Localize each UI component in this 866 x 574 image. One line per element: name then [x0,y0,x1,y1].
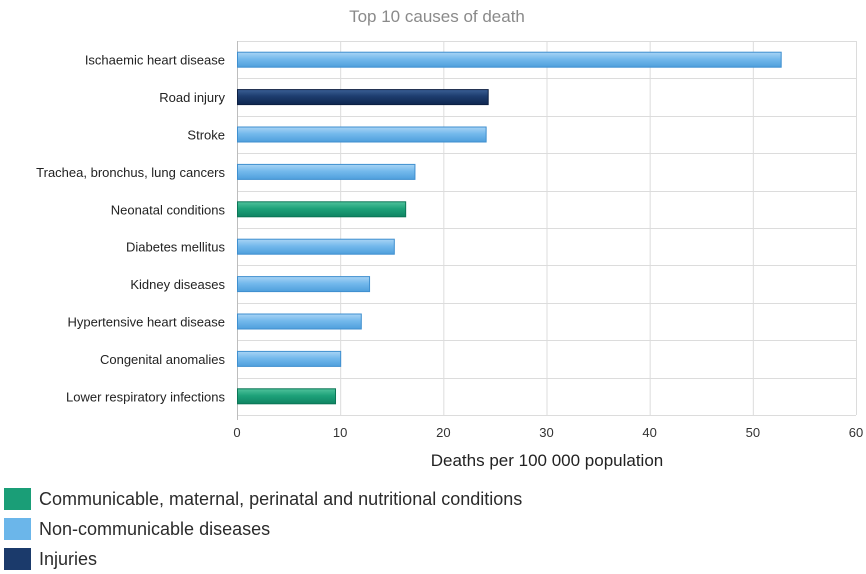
category-label-road-injury: Road injury [159,90,225,105]
legend-label-non-communicable: Non-communicable diseases [39,518,271,539]
category-label-ischaemic-heart-disease: Ischaemic heart disease [85,53,225,68]
legend-swatch-communicable [4,488,31,510]
legend-item-communicable: Communicable, maternal, perinatal and nu… [4,484,704,514]
category-labels: Ischaemic heart disease Road injury Stroke… [36,53,225,405]
bar-lower-respiratory-infections [237,388,337,405]
legend-swatch-injuries [4,548,31,570]
x-tick-label-60: 60 [849,425,863,440]
bar-diabetes-mellitus [237,238,395,255]
x-tick-labels: 0 10 20 30 40 50 60 [233,425,863,440]
bar-kidney-diseases [237,276,371,293]
legend-label-injuries: Injuries [39,548,98,569]
bar-ischaemic-heart-disease [237,51,782,68]
bars [237,51,782,405]
x-tick-label-20: 20 [436,425,450,440]
bar-stroke [237,126,487,143]
category-label-kidney-diseases: Kidney diseases [130,277,225,292]
chart-title: Top 10 causes of death [349,7,525,26]
category-label-diabetes-mellitus: Diabetes mellitus [126,240,225,255]
x-axis-label: Deaths per 100 000 population [431,451,664,470]
bar-hypertensive-heart-disease [237,313,362,330]
bar-congenital-anomalies [237,350,342,367]
category-label-hypertensive-heart-disease: Hypertensive heart disease [67,315,225,330]
x-tick-label-0: 0 [233,425,240,440]
x-tick-label-50: 50 [746,425,760,440]
bar-trachea-bronchus-lung-cancers [237,163,416,180]
category-label-trachea-bronchus-lung-cancers: Trachea, bronchus, lung cancers [36,165,225,180]
legend-item-injuries: Injuries [4,544,704,574]
category-label-neonatal-conditions: Neonatal conditions [111,202,226,217]
gridlines [237,41,857,420]
x-tick-label-30: 30 [539,425,553,440]
category-label-congenital-anomalies: Congenital anomalies [100,352,226,367]
bar-chart: Top 10 causes of death Ischaemic heart d… [36,7,863,470]
legend-swatch-non-communicable [4,518,31,540]
x-tick-label-10: 10 [333,425,347,440]
bar-neonatal-conditions [237,201,407,218]
category-label-stroke: Stroke [187,128,225,143]
x-tick-label-40: 40 [642,425,656,440]
legend: Communicable, maternal, perinatal and nu… [4,484,704,574]
legend-item-non-communicable: Non-communicable diseases [4,514,704,544]
category-label-lower-respiratory-infections: Lower respiratory infections [66,389,225,404]
bar-road-injury [237,89,489,106]
legend-label-communicable: Communicable, maternal, perinatal and nu… [39,488,523,509]
